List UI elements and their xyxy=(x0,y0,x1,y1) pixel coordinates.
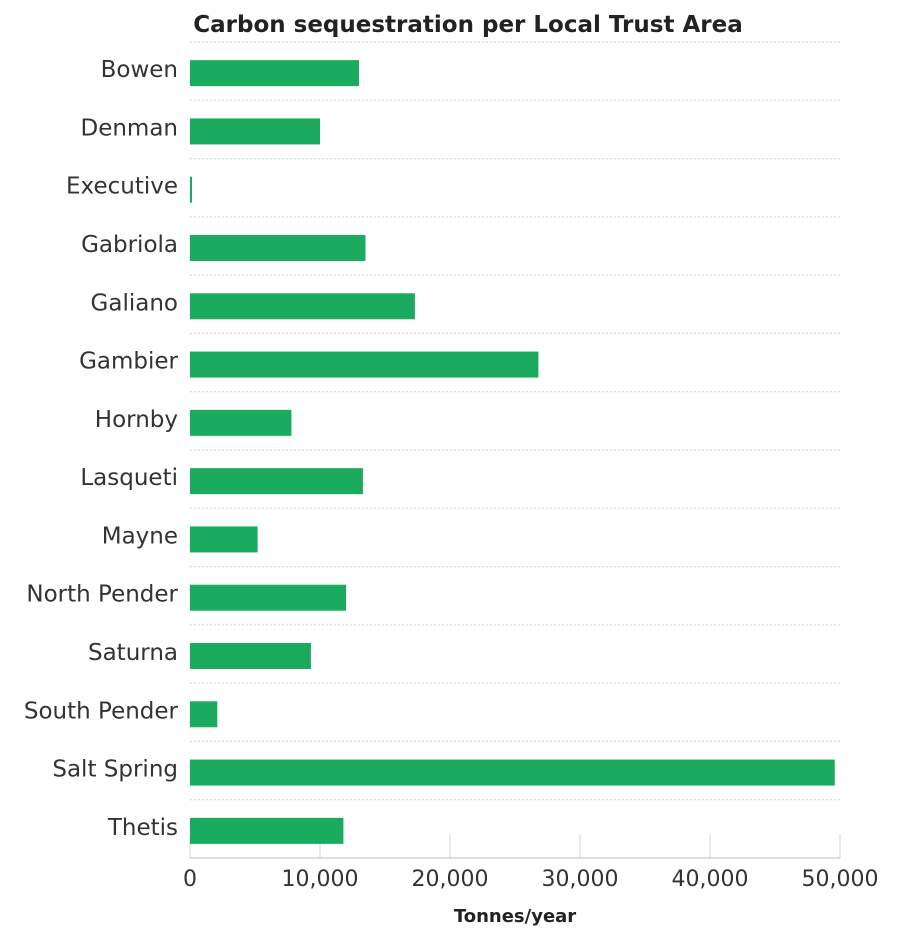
category-label: Executive xyxy=(66,174,178,200)
bar xyxy=(190,759,835,786)
bar xyxy=(190,526,258,553)
category-label: Saturna xyxy=(88,640,178,666)
bar xyxy=(190,60,359,87)
grid-layer xyxy=(189,41,841,859)
category-label: Denman xyxy=(80,115,178,141)
bar xyxy=(190,817,344,844)
category-labels: Bowen Denman Executive Gabriola Galiano Gambi… xyxy=(24,57,179,841)
bar xyxy=(190,409,292,436)
category-label: Gambier xyxy=(79,349,178,375)
x-tick-label: 50,000 xyxy=(802,867,879,892)
bar xyxy=(190,584,346,611)
x-tick-label: 10,000 xyxy=(282,867,359,892)
x-tick-label: 30,000 xyxy=(542,867,619,892)
x-tick-labels: 0 10,000 20,000 30,000 40,000 50,000 xyxy=(183,867,878,892)
chart-title: Carbon sequestration per Local Trust Are… xyxy=(193,12,742,38)
category-label: Lasqueti xyxy=(80,465,178,491)
bar xyxy=(190,235,366,261)
bar xyxy=(190,351,539,378)
bar xyxy=(190,118,320,145)
bar xyxy=(190,643,311,669)
bar xyxy=(190,468,363,495)
x-tick-label: 20,000 xyxy=(412,867,489,892)
bar xyxy=(190,293,415,320)
category-label: Thetis xyxy=(107,815,178,841)
category-label: Bowen xyxy=(101,57,178,83)
x-tick-label: 40,000 xyxy=(672,867,749,892)
category-label: Salt Spring xyxy=(52,757,178,783)
x-tick-label: 0 xyxy=(183,867,197,892)
bar xyxy=(190,701,218,728)
category-label: South Pender xyxy=(24,698,179,724)
bars-layer xyxy=(190,60,835,844)
category-label: Galiano xyxy=(91,290,178,316)
category-label: Mayne xyxy=(102,523,178,549)
category-label: Hornby xyxy=(95,407,178,433)
x-axis-title: Tonnes/year xyxy=(454,906,576,927)
bar xyxy=(190,176,192,203)
category-label: North Pender xyxy=(26,582,178,608)
category-label: Gabriola xyxy=(81,232,178,258)
